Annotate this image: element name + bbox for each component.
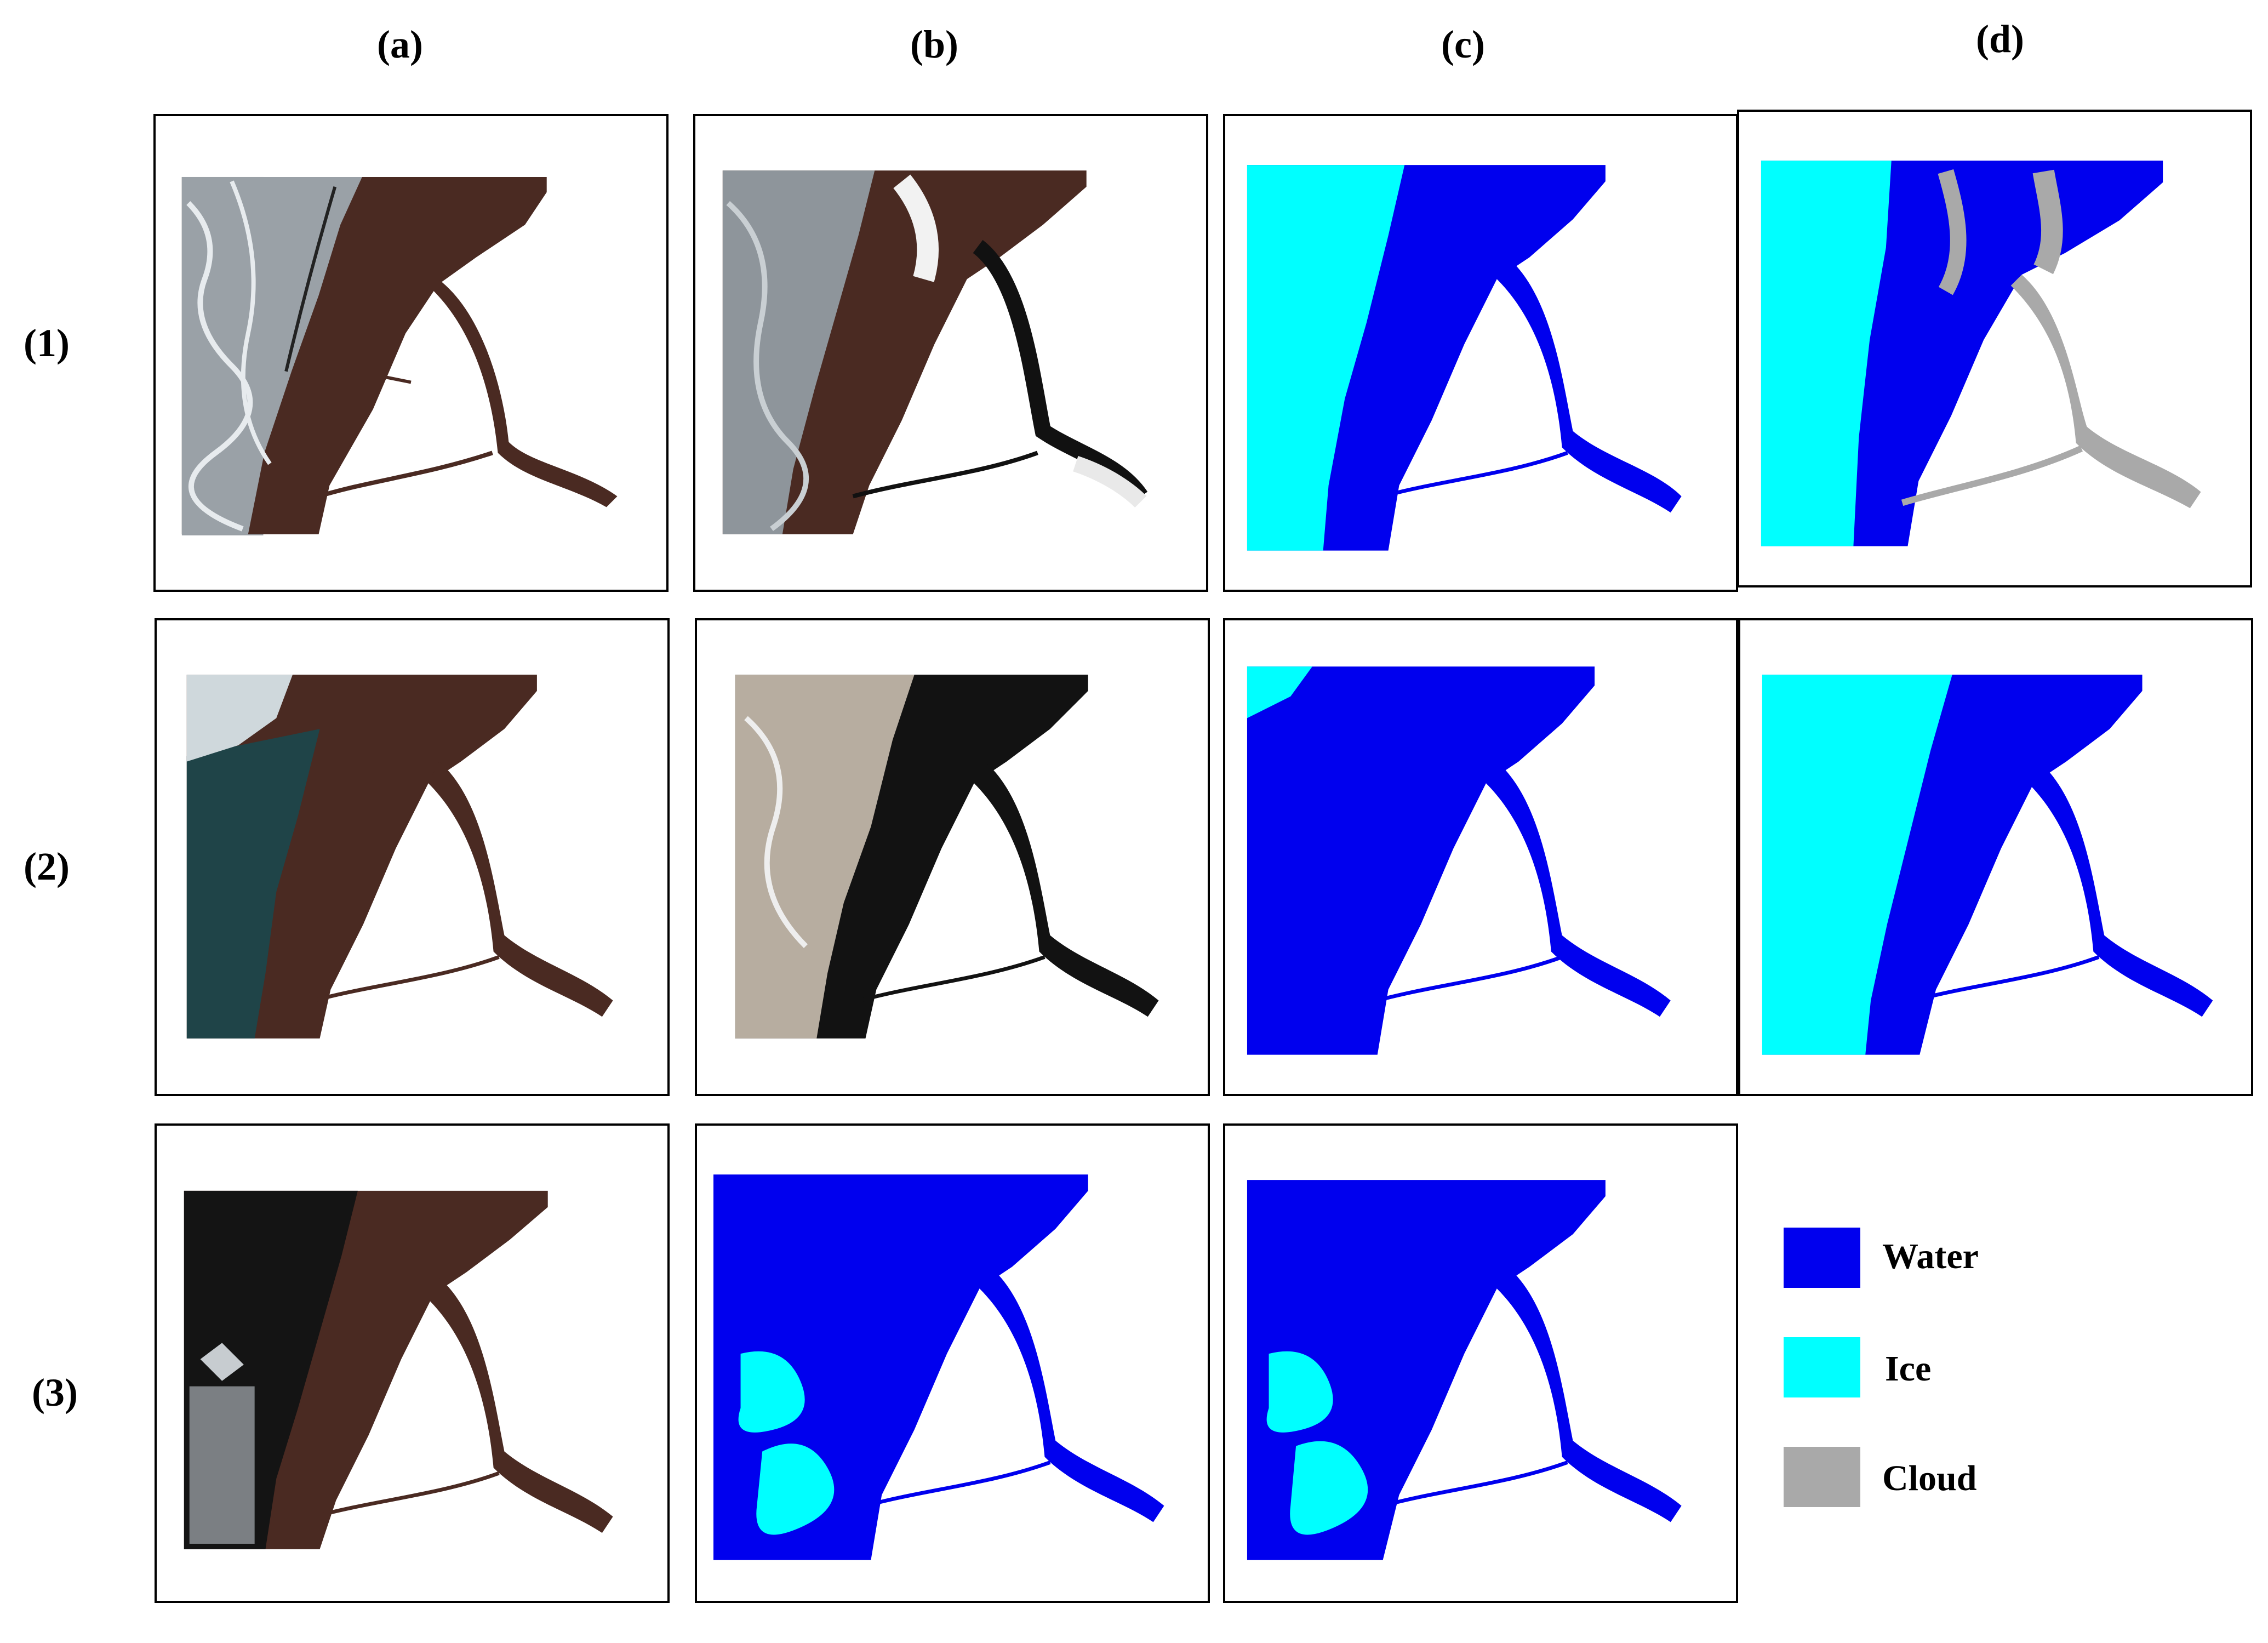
satellite-image-1b [722, 170, 1148, 534]
classification-map-2d [1762, 675, 2213, 1055]
panel-2b [695, 618, 1210, 1096]
legend-swatch-cloud [1784, 1447, 1860, 1507]
column-label-b: (b) [910, 22, 958, 66]
panel-1d [1737, 110, 2252, 587]
row-label-1: (1) [24, 321, 70, 365]
panel-2d [1738, 618, 2253, 1096]
column-label-c: (c) [1441, 22, 1485, 66]
classification-map-1d [1761, 161, 2201, 546]
legend-swatch-ice [1784, 1337, 1860, 1397]
classification-map-1c [1247, 165, 1682, 551]
satellite-image-1a [181, 176, 618, 535]
classification-map-3c [1247, 1180, 1682, 1560]
classification-map-2c [1247, 666, 1671, 1055]
column-label-a: (a) [377, 22, 423, 66]
panel-3c [1223, 1123, 1738, 1603]
panel-2c [1223, 618, 1738, 1096]
panel-1a [153, 114, 669, 592]
legend-label-cloud: Cloud [1882, 1458, 1977, 1498]
satellite-image-2a [186, 675, 613, 1039]
satellite-image-2b [735, 675, 1159, 1039]
row-label-2: (2) [24, 845, 70, 888]
panel-1b [693, 114, 1208, 592]
panel-2a [155, 618, 670, 1096]
legend-swatch-water [1784, 1228, 1860, 1288]
column-label-d: (d) [1976, 17, 2024, 61]
legend-label-water: Water [1882, 1236, 1979, 1276]
panel-3a [155, 1123, 670, 1603]
panel-1c [1223, 114, 1738, 592]
satellite-image-3a [184, 1190, 613, 1549]
row-label-3: (3) [32, 1371, 78, 1414]
legend-label-ice: Ice [1885, 1349, 1932, 1389]
classification-map-3b [713, 1174, 1164, 1560]
panel-3b [695, 1123, 1210, 1603]
